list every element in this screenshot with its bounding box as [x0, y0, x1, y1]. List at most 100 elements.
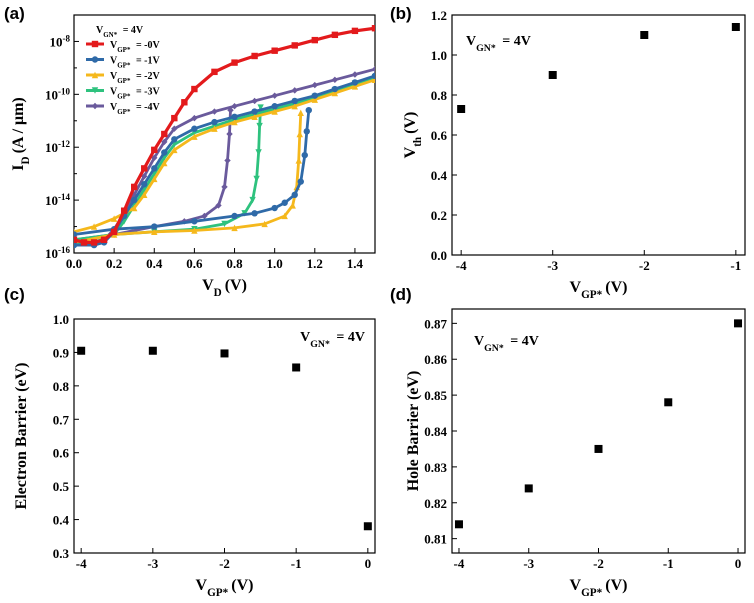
x-tick-label-b: -4 — [456, 258, 467, 273]
series-marker--3V — [221, 220, 228, 228]
series-marker--0V — [131, 183, 138, 191]
annotation-c-base: V — [300, 330, 310, 345]
legend-entry: VGP* = -1V — [110, 56, 160, 70]
y-axis-label-b-sub: th — [412, 136, 424, 147]
y-tick-base: 10 — [50, 34, 63, 49]
series-marker--1V — [281, 199, 288, 206]
series-marker--4V — [291, 87, 298, 94]
series-marker--1V — [191, 125, 198, 132]
series-marker--1V — [74, 231, 78, 238]
series-marker--1V — [151, 223, 158, 230]
y-axis-label-a: ID (A / μm) — [10, 97, 32, 171]
x-axis-label-c-base: V — [196, 577, 208, 594]
series-marker--0V — [161, 130, 168, 138]
series-marker--2V — [297, 109, 304, 117]
panel-a: 0.0 0.2 0.4 0.6 0.8 1.0 1.2 1.410-1610-1410-121… — [10, 14, 376, 299]
y-axis-label-a-base: I — [10, 165, 27, 171]
series-marker--4V — [191, 114, 198, 122]
series-group-a — [74, 25, 375, 249]
series-marker--2V — [191, 133, 198, 140]
x-tick-label-c: -3 — [147, 556, 158, 571]
legend-title-rest: = 4V — [120, 25, 144, 36]
series-marker--1V — [331, 85, 339, 93]
series-marker--4V — [371, 66, 375, 73]
y-tick-label-c: 0.3 — [53, 546, 70, 561]
plot-frame-b — [451, 14, 746, 256]
x-tick-label-a: 0.4 — [146, 256, 163, 271]
x-axis-label-a-rest: (V) — [225, 277, 247, 294]
y-tick-label-b: 1.0 — [431, 48, 447, 63]
legend-title-base: V — [96, 25, 104, 36]
series-line--2V-reverse — [74, 112, 303, 244]
legend-entry-sub: GP* — [117, 93, 131, 101]
series-marker--1V — [271, 204, 278, 212]
series-marker--1V — [291, 97, 298, 105]
series-marker--1V — [301, 151, 308, 159]
y-tick-base: 10 — [45, 87, 58, 102]
legend-entry-rest: = -2V — [133, 71, 160, 82]
x-tick-label-a: 1.4 — [347, 256, 364, 271]
legend-entry-base: V — [110, 56, 118, 67]
y-axis-label-b-rest: (V) — [402, 112, 419, 134]
series-marker--2V — [289, 202, 296, 209]
x-axis-label-b: VGP* (V) — [570, 279, 628, 301]
y-tick-label-c: 1.0 — [53, 312, 69, 327]
series-marker--1V — [171, 136, 178, 143]
y-tick-exp: -16 — [58, 245, 70, 255]
series-marker--1V — [141, 181, 148, 188]
x-axis-label-b-base: V — [570, 279, 582, 296]
series-marker--2V — [281, 212, 288, 220]
y-tick-label-d: 0.85 — [424, 388, 447, 403]
data-point-c — [77, 346, 86, 355]
legend-marker — [91, 40, 99, 48]
series-marker--4V — [271, 92, 278, 99]
annotation-c-rest: = 4V — [333, 330, 365, 345]
legend-title: VGN* = 4V — [96, 25, 144, 39]
y-tick-label-a: 10-8 — [50, 33, 71, 49]
series-marker--1V — [291, 191, 298, 199]
y-tick-label-b: 1.2 — [431, 8, 447, 23]
y-tick-label-d: 0.87 — [424, 316, 447, 331]
panel-label-d: (d) — [390, 285, 412, 304]
series-marker--1V — [251, 210, 258, 217]
legend-title-sub: GN* — [103, 31, 118, 39]
x-axis-label-a-sub: D — [214, 287, 222, 299]
y-tick-label-c: 0.9 — [53, 345, 70, 360]
series-marker--2V — [261, 220, 268, 228]
y-axis-label-a-rest: (A / μm) — [10, 97, 27, 153]
x-tick-label-d: -4 — [454, 556, 465, 571]
y-tick-base: 10 — [45, 246, 58, 261]
data-point-b — [457, 105, 466, 113]
series-marker--2V — [171, 146, 178, 154]
legend-entry-sub: GP* — [117, 77, 131, 85]
legend-entry-rest: = -4V — [133, 102, 160, 113]
y-tick-label-b: 0.6 — [431, 128, 448, 143]
x-tick-label-a: 0.6 — [186, 256, 203, 271]
series-marker--4V — [251, 97, 258, 105]
y-tick-label-a: 10-10 — [45, 86, 70, 102]
legend-entry-sub: GP* — [117, 108, 131, 116]
x-tick-label-d: 0 — [735, 556, 742, 571]
series-marker--1V — [151, 165, 158, 172]
y-axis-label-b-base: V — [402, 146, 419, 158]
x-tick-label-a: 1.2 — [307, 256, 323, 271]
legend-entry: VGP* = -3V — [110, 87, 160, 101]
y-tick-label-b: 0.4 — [431, 168, 448, 183]
x-tick-label-a: 0.0 — [66, 256, 82, 271]
x-axis-label-b-sub: GP* — [581, 289, 603, 301]
series-marker--0V — [110, 228, 118, 236]
series-marker--2V — [311, 96, 318, 103]
x-tick-label-b: -2 — [639, 258, 650, 273]
y-tick-label-c: 0.6 — [53, 446, 70, 461]
series-marker--2V — [351, 83, 359, 90]
x-tick-label-b: -1 — [730, 258, 741, 273]
x-tick-label-d: -1 — [663, 556, 674, 571]
series-marker--2V — [141, 191, 148, 199]
legend-entry: VGP* = -2V — [110, 71, 160, 85]
series-marker--0V — [271, 47, 278, 54]
series-marker--3V — [256, 122, 263, 130]
y-tick-exp: -10 — [58, 86, 70, 96]
x-tick-label-a: 0.2 — [106, 256, 122, 271]
series-marker--0V — [251, 52, 258, 60]
